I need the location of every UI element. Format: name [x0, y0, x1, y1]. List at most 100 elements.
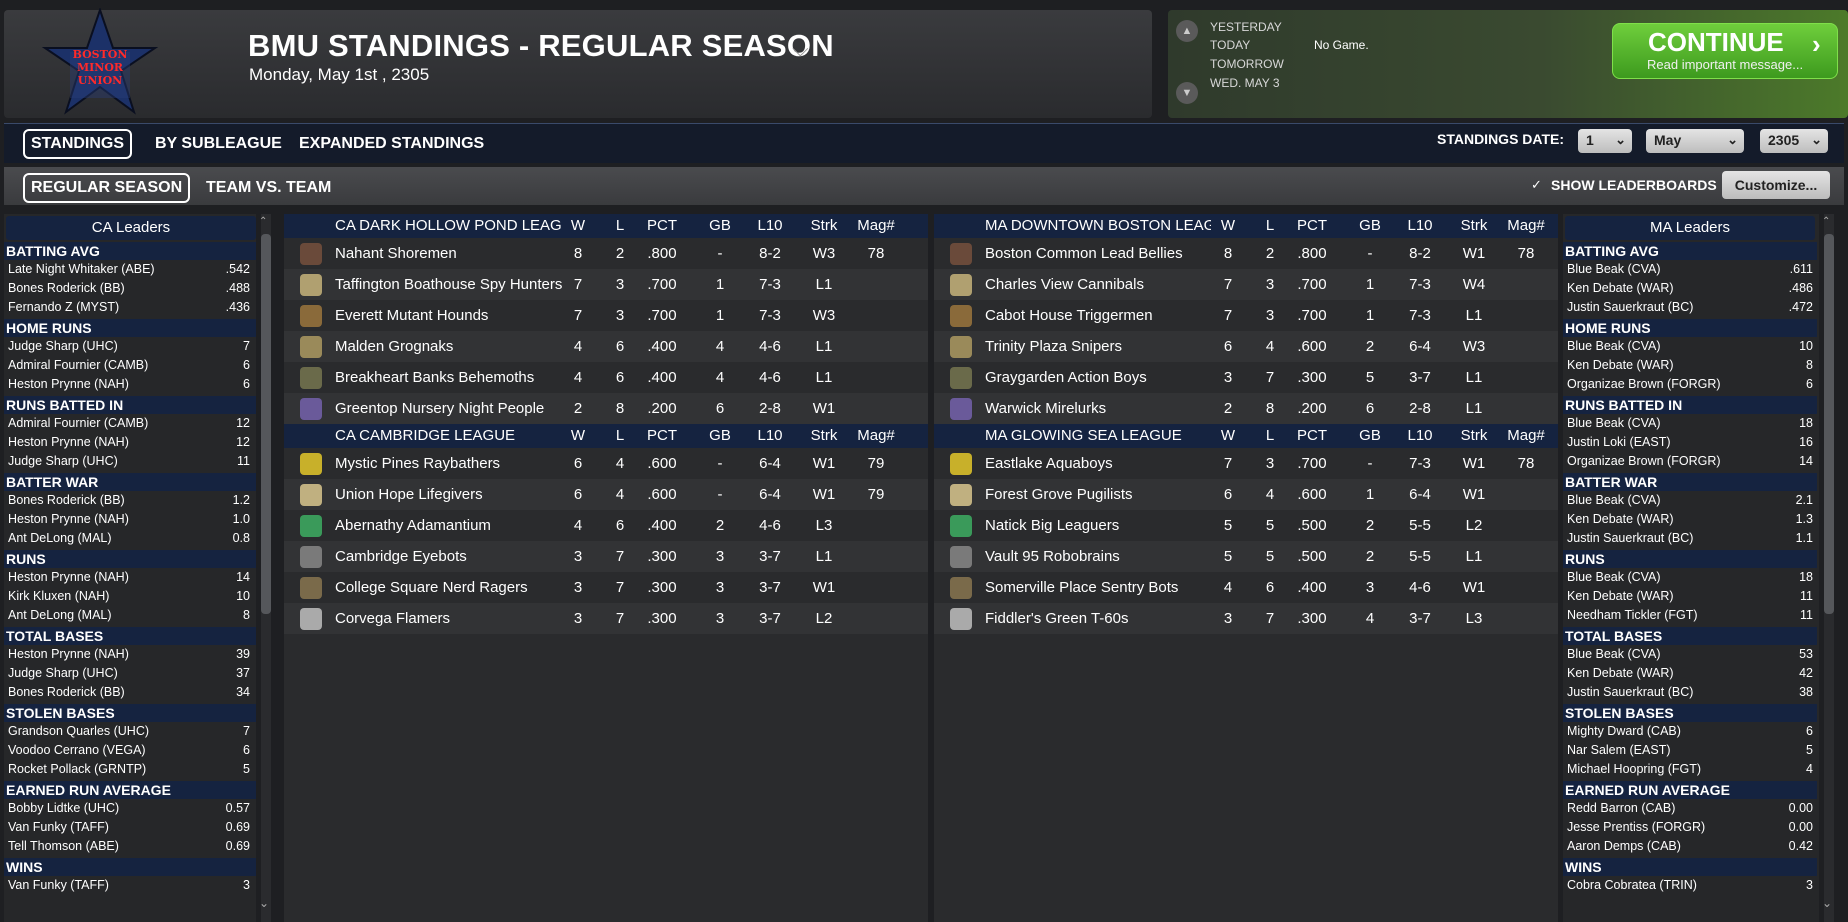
leader-player-name[interactable]: Ken Debate (WAR): [1567, 281, 1674, 295]
leader-row[interactable]: Ken Debate (WAR) 11: [1563, 587, 1819, 606]
team-row[interactable]: Breakheart Banks Behemoths 4 6 .400 4 4-6 L1: [284, 362, 928, 393]
leader-player-name[interactable]: Blue Beak (CVA): [1567, 416, 1661, 430]
column-header-w[interactable]: W: [1220, 217, 1236, 234]
column-header-pct[interactable]: PCT: [1297, 217, 1327, 234]
leader-player-name[interactable]: Heston Prynne (NAH): [8, 647, 129, 661]
team-name[interactable]: Fiddler's Green T-60s: [985, 610, 1129, 627]
leader-player-name[interactable]: Tell Thomson (ABE): [8, 839, 119, 853]
leader-row[interactable]: Bobby Lidtke (UHC) 0.57: [4, 799, 256, 818]
leader-player-name[interactable]: Ant DeLong (MAL): [8, 531, 112, 545]
tab-by-subleague[interactable]: BY SUBLEAGUE: [155, 135, 282, 152]
customize-button[interactable]: Customize...: [1722, 171, 1830, 199]
leader-row[interactable]: Bones Roderick (BB) 34: [4, 683, 256, 702]
leader-player-name[interactable]: Ken Debate (WAR): [1567, 589, 1674, 603]
column-header-l10[interactable]: L10: [757, 217, 783, 234]
leader-player-name[interactable]: Needham Tickler (FGT): [1567, 608, 1698, 622]
column-header-mag-num[interactable]: Mag#: [857, 217, 895, 234]
column-header-pct[interactable]: PCT: [1297, 427, 1327, 444]
day-up-chevron-icon[interactable]: ▲: [1176, 20, 1198, 42]
scroll-down-chevron-icon[interactable]: ⌄: [259, 896, 270, 910]
column-header-l[interactable]: L: [615, 427, 625, 444]
leader-row[interactable]: Michael Hoopring (FGT) 4: [1563, 760, 1819, 779]
column-header-strk[interactable]: Strk: [810, 427, 838, 444]
leader-row[interactable]: Ant DeLong (MAL) 0.8: [4, 529, 256, 548]
leader-row[interactable]: Van Funky (TAFF) 0.69: [4, 818, 256, 837]
day-wed[interactable]: WED. MAY 3: [1210, 76, 1280, 90]
leader-row[interactable]: Ken Debate (WAR) 42: [1563, 664, 1819, 683]
standings-year-select[interactable]: 2305 ⌄: [1760, 129, 1828, 153]
leader-row[interactable]: Nar Salem (EAST) 5: [1563, 741, 1819, 760]
leader-player-name[interactable]: Mighty Dward (CAB): [1567, 724, 1681, 738]
team-name[interactable]: Eastlake Aquaboys: [985, 455, 1113, 472]
leader-row[interactable]: Admiral Fournier (CAMB) 12: [4, 414, 256, 433]
tab-team-vs-team[interactable]: TEAM VS. TEAM: [206, 179, 332, 196]
leader-row[interactable]: Cobra Cobratea (TRIN) 3: [1563, 876, 1819, 895]
leader-player-name[interactable]: Judge Sharp (UHC): [8, 666, 118, 680]
team-row[interactable]: Taffington Boathouse Spy Hunters 7 3 .700 1 7…: [284, 269, 928, 300]
title-dropdown-chevron-icon[interactable]: ⌵: [792, 36, 809, 61]
ma-leaders-scrollbar[interactable]: [1824, 214, 1834, 922]
column-header-mag-num[interactable]: Mag#: [1507, 427, 1545, 444]
leader-player-name[interactable]: Jesse Prentiss (FORGR): [1567, 820, 1706, 834]
standings-day-select[interactable]: 1 ⌄: [1578, 129, 1632, 153]
leader-player-name[interactable]: Nar Salem (EAST): [1567, 743, 1671, 757]
team-name[interactable]: Cambridge Eyebots: [335, 548, 467, 565]
column-header-mag-num[interactable]: Mag#: [857, 427, 895, 444]
team-name[interactable]: Natick Big Leaguers: [985, 517, 1120, 534]
leader-player-name[interactable]: Fernando Z (MYST): [8, 300, 120, 314]
continue-button[interactable]: [1612, 23, 1838, 79]
team-row[interactable]: Graygarden Action Boys 3 7 .300 5 3-7 L1: [934, 362, 1558, 393]
team-name[interactable]: Charles View Cannibals: [985, 276, 1144, 293]
leader-player-name[interactable]: Justin Sauerkraut (BC): [1567, 685, 1694, 699]
tab-regular-season[interactable]: REGULAR SEASON: [23, 173, 191, 203]
column-header-l10[interactable]: L10: [757, 427, 783, 444]
team-name[interactable]: Warwick Mirelurks: [985, 400, 1107, 417]
team-row[interactable]: Warwick Mirelurks 2 8 .200 6 2-8 L1: [934, 393, 1558, 424]
leader-row[interactable]: Judge Sharp (UHC) 11: [4, 452, 256, 471]
leader-player-name[interactable]: Aaron Demps (CAB): [1567, 839, 1681, 853]
team-name[interactable]: Mystic Pines Raybathers: [335, 455, 501, 472]
leader-row[interactable]: Needham Tickler (FGT) 11: [1563, 606, 1819, 625]
leader-row[interactable]: Ken Debate (WAR) .486: [1563, 279, 1819, 298]
leader-player-name[interactable]: Justin Sauerkraut (BC): [1567, 531, 1694, 545]
column-header-l[interactable]: L: [615, 217, 625, 234]
leader-player-name[interactable]: Rocket Pollack (GRNTP): [8, 762, 147, 776]
leader-row[interactable]: Heston Prynne (NAH) 1.0: [4, 510, 256, 529]
leader-player-name[interactable]: Admiral Fournier (CAMB): [8, 416, 149, 430]
leader-row[interactable]: Heston Prynne (NAH) 6: [4, 375, 256, 394]
column-header-strk[interactable]: Strk: [810, 217, 838, 234]
leader-row[interactable]: Heston Prynne (NAH) 12: [4, 433, 256, 452]
leader-row[interactable]: Organizae Brown (FORGR) 6: [1563, 375, 1819, 394]
show-leaderboards-checkbox[interactable]: ✓: [1531, 177, 1542, 192]
team-row[interactable]: Everett Mutant Hounds 7 3 .700 1 7-3 W3: [284, 300, 928, 331]
leader-player-name[interactable]: Late Night Whitaker (ABE): [8, 262, 155, 276]
team-name[interactable]: Trinity Plaza Snipers: [985, 338, 1122, 355]
leader-player-name[interactable]: Justin Sauerkraut (BC): [1567, 300, 1694, 314]
leader-player-name[interactable]: Blue Beak (CVA): [1567, 262, 1661, 276]
team-row[interactable]: Union Hope Lifegivers 6 4 .600 - 6-4 W1 79: [284, 479, 928, 510]
team-name[interactable]: Malden Grognaks: [335, 338, 454, 355]
scroll-down-chevron-icon[interactable]: ⌄: [1822, 896, 1833, 910]
leader-player-name[interactable]: Van Funky (TAFF): [8, 878, 109, 892]
column-header-strk[interactable]: Strk: [1460, 427, 1488, 444]
scrollbar-thumb[interactable]: [261, 234, 271, 614]
leader-row[interactable]: Heston Prynne (NAH) 14: [4, 568, 256, 587]
leader-player-name[interactable]: Ken Debate (WAR): [1567, 666, 1674, 680]
team-name[interactable]: Abernathy Adamantium: [335, 517, 491, 534]
leader-player-name[interactable]: Judge Sharp (UHC): [8, 339, 118, 353]
team-row[interactable]: Trinity Plaza Snipers 6 4 .600 2 6-4 W3: [934, 331, 1558, 362]
leader-row[interactable]: Aaron Demps (CAB) 0.42: [1563, 837, 1819, 856]
scroll-up-chevron-icon[interactable]: ⌃: [1822, 216, 1831, 227]
column-header-gb[interactable]: GB: [709, 217, 731, 234]
leader-player-name[interactable]: Organizae Brown (FORGR): [1567, 454, 1721, 468]
team-row[interactable]: Greentop Nursery Night People 2 8 .200 6 2-8 W…: [284, 393, 928, 424]
team-name[interactable]: Forest Grove Pugilists: [985, 486, 1133, 503]
leader-row[interactable]: Bones Roderick (BB) .488: [4, 279, 256, 298]
scroll-up-chevron-icon[interactable]: ⌃: [259, 216, 268, 227]
leader-player-name[interactable]: Blue Beak (CVA): [1567, 570, 1661, 584]
leader-row[interactable]: Grandson Quarles (UHC) 7: [4, 722, 256, 741]
leader-row[interactable]: Blue Beak (CVA) 18: [1563, 414, 1819, 433]
column-header-gb[interactable]: GB: [709, 427, 731, 444]
team-name[interactable]: Everett Mutant Hounds: [335, 307, 489, 324]
leader-row[interactable]: Judge Sharp (UHC) 7: [4, 337, 256, 356]
